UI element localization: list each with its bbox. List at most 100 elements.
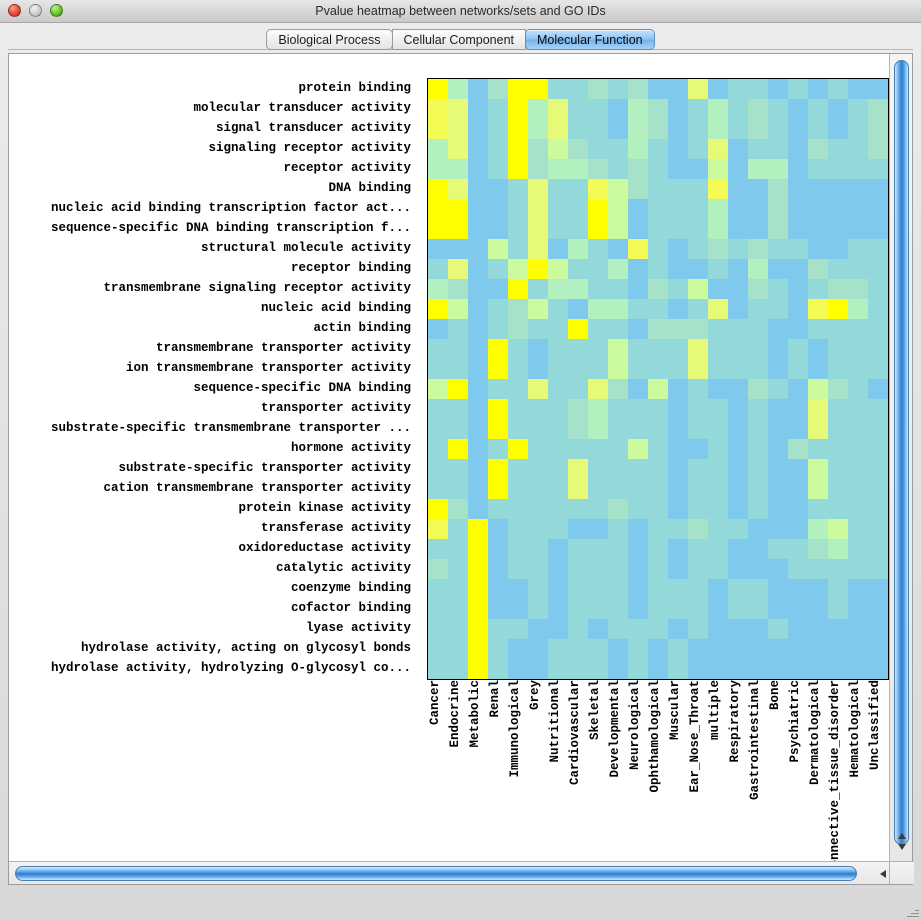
heatmap-cell[interactable] bbox=[828, 179, 848, 199]
heatmap-cell[interactable] bbox=[748, 559, 768, 579]
heatmap-cell[interactable] bbox=[568, 559, 588, 579]
heatmap-cell[interactable] bbox=[828, 419, 848, 439]
heatmap-cell[interactable] bbox=[628, 599, 648, 619]
heatmap-cell[interactable] bbox=[508, 539, 528, 559]
heatmap-cell[interactable] bbox=[468, 659, 488, 679]
heatmap-cell[interactable] bbox=[568, 279, 588, 299]
minimize-button[interactable] bbox=[29, 4, 42, 17]
heatmap-cell[interactable] bbox=[788, 399, 808, 419]
heatmap-cell[interactable] bbox=[668, 539, 688, 559]
heatmap-cell[interactable] bbox=[508, 339, 528, 359]
heatmap-cell[interactable] bbox=[528, 179, 548, 199]
heatmap-cell[interactable] bbox=[808, 279, 828, 299]
heatmap-cell[interactable] bbox=[768, 579, 788, 599]
heatmap-cell[interactable] bbox=[828, 659, 848, 679]
heatmap-cell[interactable] bbox=[628, 199, 648, 219]
heatmap-cell[interactable] bbox=[528, 379, 548, 399]
heatmap-cell[interactable] bbox=[648, 539, 668, 559]
heatmap-cell[interactable] bbox=[748, 159, 768, 179]
heatmap-cell[interactable] bbox=[828, 539, 848, 559]
heatmap-cell[interactable] bbox=[488, 379, 508, 399]
heatmap-cell[interactable] bbox=[508, 419, 528, 439]
heatmap-cell[interactable] bbox=[588, 459, 608, 479]
heatmap-cell[interactable] bbox=[548, 519, 568, 539]
heatmap-cell[interactable] bbox=[528, 279, 548, 299]
heatmap-cell[interactable] bbox=[848, 419, 868, 439]
heatmap-cell[interactable] bbox=[868, 659, 888, 679]
heatmap-cell[interactable] bbox=[828, 439, 848, 459]
heatmap-cell[interactable] bbox=[608, 139, 628, 159]
heatmap-cell[interactable] bbox=[548, 219, 568, 239]
heatmap-cell[interactable] bbox=[648, 639, 668, 659]
heatmap-cell[interactable] bbox=[568, 599, 588, 619]
heatmap-cell[interactable] bbox=[808, 239, 828, 259]
heatmap-cell[interactable] bbox=[768, 139, 788, 159]
heatmap-cell[interactable] bbox=[748, 599, 768, 619]
heatmap-cell[interactable] bbox=[508, 519, 528, 539]
heatmap-cell[interactable] bbox=[488, 119, 508, 139]
heatmap-cell[interactable] bbox=[448, 379, 468, 399]
heatmap-cell[interactable] bbox=[548, 259, 568, 279]
heatmap-cell[interactable] bbox=[528, 339, 548, 359]
tab-cellular-component[interactable]: Cellular Component bbox=[391, 29, 526, 50]
heatmap-cell[interactable] bbox=[568, 439, 588, 459]
vertical-scrollbar-thumb[interactable] bbox=[894, 60, 909, 845]
heatmap-cell[interactable] bbox=[848, 539, 868, 559]
heatmap-cell[interactable] bbox=[428, 279, 448, 299]
heatmap-cell[interactable] bbox=[768, 279, 788, 299]
heatmap-cell[interactable] bbox=[548, 379, 568, 399]
heatmap-cell[interactable] bbox=[648, 319, 668, 339]
heatmap-cell[interactable] bbox=[788, 419, 808, 439]
heatmap-cell[interactable] bbox=[688, 459, 708, 479]
heatmap-cell[interactable] bbox=[628, 159, 648, 179]
heatmap-cell[interactable] bbox=[428, 599, 448, 619]
heatmap-cell[interactable] bbox=[628, 459, 648, 479]
heatmap-cell[interactable] bbox=[548, 559, 568, 579]
heatmap-cell[interactable] bbox=[728, 219, 748, 239]
heatmap-cell[interactable] bbox=[788, 119, 808, 139]
vertical-scrollbar-arrows[interactable] bbox=[893, 821, 910, 861]
heatmap-cell[interactable] bbox=[788, 659, 808, 679]
resize-grip-icon[interactable] bbox=[905, 904, 919, 918]
heatmap-cell[interactable] bbox=[748, 179, 768, 199]
heatmap-cell[interactable] bbox=[548, 199, 568, 219]
heatmap-cell[interactable] bbox=[708, 239, 728, 259]
heatmap-cell[interactable] bbox=[868, 339, 888, 359]
heatmap-cell[interactable] bbox=[628, 659, 648, 679]
heatmap-cell[interactable] bbox=[508, 319, 528, 339]
heatmap-cell[interactable] bbox=[688, 259, 708, 279]
heatmap-cell[interactable] bbox=[728, 519, 748, 539]
heatmap-cell[interactable] bbox=[568, 539, 588, 559]
heatmap-cell[interactable] bbox=[708, 119, 728, 139]
heatmap-cell[interactable] bbox=[628, 419, 648, 439]
heatmap-cell[interactable] bbox=[528, 79, 548, 99]
heatmap-cell[interactable] bbox=[768, 79, 788, 99]
heatmap-cell[interactable] bbox=[788, 519, 808, 539]
heatmap-cell[interactable] bbox=[488, 99, 508, 119]
heatmap-cell[interactable] bbox=[688, 439, 708, 459]
heatmap-cell[interactable] bbox=[488, 419, 508, 439]
heatmap-cell[interactable] bbox=[728, 539, 748, 559]
heatmap-cell[interactable] bbox=[868, 239, 888, 259]
heatmap-cell[interactable] bbox=[568, 219, 588, 239]
heatmap-cell[interactable] bbox=[448, 439, 468, 459]
heatmap-cell[interactable] bbox=[728, 239, 748, 259]
heatmap-cell[interactable] bbox=[548, 279, 568, 299]
heatmap-cell[interactable] bbox=[768, 459, 788, 479]
heatmap-cell[interactable] bbox=[428, 319, 448, 339]
heatmap-cell[interactable] bbox=[608, 619, 628, 639]
heatmap-cell[interactable] bbox=[788, 139, 808, 159]
heatmap-cell[interactable] bbox=[708, 619, 728, 639]
heatmap-cell[interactable] bbox=[748, 279, 768, 299]
heatmap-cell[interactable] bbox=[768, 99, 788, 119]
heatmap-cell[interactable] bbox=[828, 119, 848, 139]
heatmap-cell[interactable] bbox=[688, 519, 708, 539]
heatmap-cell[interactable] bbox=[828, 619, 848, 639]
heatmap-cell[interactable] bbox=[628, 319, 648, 339]
heatmap-cell[interactable] bbox=[668, 99, 688, 119]
heatmap-cell[interactable] bbox=[528, 659, 548, 679]
heatmap-cell[interactable] bbox=[568, 399, 588, 419]
heatmap-cell[interactable] bbox=[828, 599, 848, 619]
heatmap-cell[interactable] bbox=[768, 239, 788, 259]
heatmap-cell[interactable] bbox=[868, 399, 888, 419]
